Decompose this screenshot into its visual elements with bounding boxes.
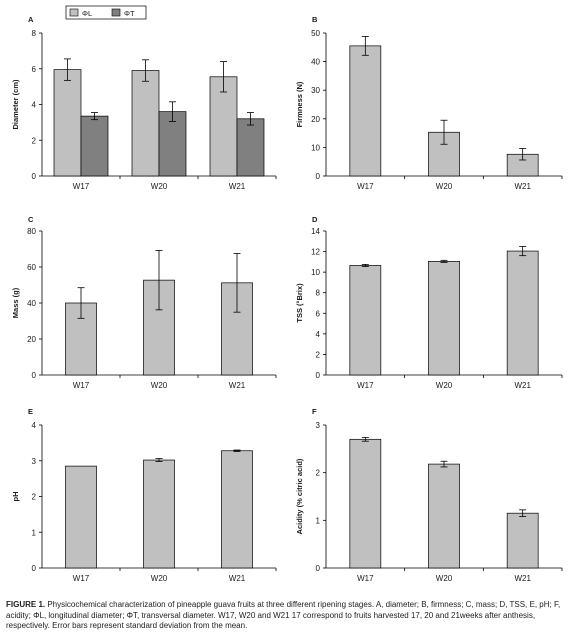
y-tick-label: 0 — [32, 564, 37, 573]
y-axis-title: Diameter (cm) — [11, 79, 20, 130]
x-category-label: W21 — [514, 381, 531, 390]
x-category-label: W20 — [151, 381, 168, 390]
y-tick-label: 4 — [32, 421, 37, 430]
x-category-label: W21 — [229, 381, 246, 390]
figure-chart-grid: A Diameter (cm) 0 2 4 6 8 W17 W20 W21 B Firmness (N… — [11, 5, 563, 583]
y-tick-label: 2 — [316, 469, 321, 478]
panel-letter: E — [28, 407, 33, 416]
bar — [236, 118, 265, 177]
y-tick-label: 2 — [32, 136, 37, 145]
panel-letter: A — [28, 15, 34, 24]
y-tick-label: 6 — [32, 65, 37, 74]
y-tick-label: 3 — [32, 457, 37, 466]
x-category-label: W21 — [514, 574, 531, 583]
bar — [209, 76, 238, 177]
chart-panel-c: C Mass (g) 0 20 40 60 80 W17 W20 W21 — [11, 215, 277, 390]
y-tick-label: 10 — [311, 143, 320, 152]
figure-caption: FIGURE 1. Physicochemical characterizati… — [6, 600, 574, 632]
x-category-label: W20 — [151, 182, 168, 191]
bar — [506, 250, 539, 376]
y-tick-label: 40 — [27, 299, 36, 308]
panel-letter: F — [312, 407, 317, 416]
y-tick-label: 12 — [311, 248, 320, 257]
caption-text: Physicochemical characterization of pine… — [6, 600, 561, 630]
y-tick-label: 1 — [316, 516, 321, 525]
y-axis-title: Acidity (% citric acid) — [295, 458, 304, 534]
y-axis-title: pH — [11, 492, 20, 502]
caption-label: FIGURE 1. — [6, 600, 46, 609]
legend-swatch — [111, 8, 121, 17]
y-tick-label: 2 — [32, 493, 37, 502]
y-tick-label: 4 — [32, 101, 37, 110]
y-tick-label: 30 — [311, 86, 320, 95]
y-axis-title: TSS (°Brix) — [295, 283, 304, 323]
x-category-label: W17 — [73, 381, 90, 390]
y-tick-label: 4 — [316, 330, 321, 339]
bar — [221, 450, 253, 569]
x-category-label: W17 — [73, 574, 90, 583]
bar — [65, 465, 97, 569]
legend-label: ΦL — [82, 9, 92, 18]
bar — [349, 438, 382, 569]
panel-letter: B — [312, 15, 318, 24]
y-tick-label: 40 — [311, 58, 320, 67]
chart-legend: ΦL ΦT — [65, 5, 147, 20]
y-tick-label: 14 — [311, 227, 320, 236]
y-tick-label: 0 — [316, 172, 321, 181]
x-category-label: W20 — [151, 574, 168, 583]
y-tick-label: 20 — [27, 335, 36, 344]
x-category-label: W17 — [357, 182, 374, 191]
x-category-label: W20 — [436, 574, 453, 583]
panel-letter: C — [28, 215, 34, 224]
y-tick-label: 80 — [27, 227, 36, 236]
y-tick-label: 20 — [311, 115, 320, 124]
y-axis-title: Firmness (N) — [295, 81, 304, 127]
chart-panel-e: EpH 0 1 2 3 4 W17 W20 W21 — [11, 407, 277, 583]
y-tick-label: 1 — [32, 528, 37, 537]
chart-panel-f: F Acidity (% citric acid) 0 1 2 3 W17 W20 W21 — [295, 407, 563, 583]
y-tick-label: 3 — [316, 421, 321, 430]
bar — [506, 512, 539, 569]
y-tick-label: 60 — [27, 263, 36, 272]
bar — [428, 463, 460, 569]
x-category-label: W21 — [229, 574, 246, 583]
y-tick-label: 0 — [316, 564, 321, 573]
x-category-label: W20 — [436, 182, 453, 191]
bar — [131, 70, 160, 177]
x-category-label: W21 — [229, 182, 246, 191]
legend-frame — [65, 5, 147, 20]
bar — [349, 45, 382, 177]
x-category-label: W17 — [357, 574, 374, 583]
y-tick-label: 50 — [311, 29, 320, 38]
y-axis-title: Mass (g) — [11, 287, 20, 318]
y-tick-label: 8 — [32, 29, 37, 38]
x-category-label: W17 — [73, 182, 90, 191]
y-tick-label: 6 — [316, 309, 321, 318]
y-tick-label: 2 — [316, 350, 321, 359]
chart-panel-d: D TSS (°Brix) 0 2 4 6 8 10 12 14 W17 W20 W21 — [295, 215, 563, 390]
bar — [428, 260, 460, 376]
panel-letter: D — [312, 215, 318, 224]
y-tick-label: 0 — [32, 172, 37, 181]
legend-swatch — [69, 8, 79, 17]
bar — [143, 459, 175, 569]
legend-label: ΦT — [124, 9, 135, 18]
bar — [80, 115, 109, 177]
y-tick-label: 10 — [311, 268, 320, 277]
x-category-label: W20 — [436, 381, 453, 390]
chart-panel-a: A Diameter (cm) 0 2 4 6 8 W17 W20 W21 — [11, 15, 277, 191]
bar — [349, 265, 382, 376]
chart-panel-b: B Firmness (N) 0 10 20 30 40 50 W17 W20 W21 — [295, 15, 563, 191]
y-tick-label: 8 — [316, 289, 321, 298]
y-tick-label: 0 — [316, 371, 321, 380]
x-category-label: W21 — [514, 182, 531, 191]
x-category-label: W17 — [357, 381, 374, 390]
y-tick-label: 0 — [32, 371, 37, 380]
bar — [53, 69, 82, 177]
